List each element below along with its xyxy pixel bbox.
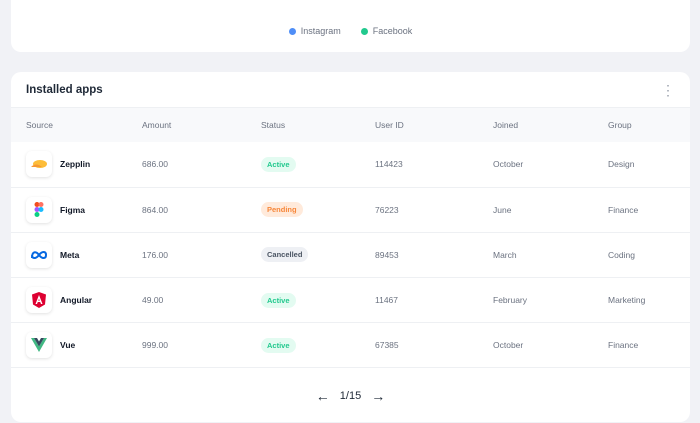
legend-instagram[interactable]: Instagram: [288, 26, 341, 36]
installed-apps-card: Installed apps ⋮ Source Amount Status User …: [11, 72, 690, 422]
source-name: Meta: [60, 249, 80, 260]
apps-table: Source Amount Status User ID Joined Group Zep…: [11, 108, 690, 369]
source-cell: Angular: [11, 277, 142, 324]
page-indicator: 1/15: [339, 390, 362, 402]
table-row[interactable]: Angular 49.00 Active 11467 February Mark…: [11, 277, 690, 324]
figma-logo-icon: [26, 196, 52, 223]
pagination: ← 1/15 →: [11, 388, 690, 404]
angular-logo-icon: [26, 287, 52, 314]
column-header[interactable]: Source: [11, 108, 142, 142]
amount-cell: 999.00: [142, 322, 261, 369]
source-name: Angular: [60, 295, 93, 306]
amount-cell: 176.00: [142, 232, 261, 279]
zeplin-logo-icon: [26, 151, 52, 178]
column-header[interactable]: Status: [261, 108, 375, 142]
chart-legend: Instagram Facebook: [11, 26, 690, 36]
joined-cell: October: [493, 142, 608, 188]
status-cell: Active: [261, 322, 375, 369]
source-cell: Zepplin: [11, 142, 142, 188]
joined-cell: October: [493, 322, 608, 369]
group-cell: Design: [608, 142, 690, 188]
table-row[interactable]: Meta 176.00 Cancelled 89453 March Coding: [11, 232, 690, 279]
card-title: Installed apps: [26, 83, 103, 96]
status-cell: Cancelled: [261, 232, 375, 279]
amount-cell: 864.00: [142, 187, 261, 233]
table-row[interactable]: Zepplin 686.00 Active 114423 October Des…: [11, 142, 690, 188]
joined-cell: February: [493, 277, 608, 324]
arrow-right-icon[interactable]: →: [371, 388, 386, 404]
x-tick-label: Wed: [363, 0, 379, 1]
kebab-icon[interactable]: ⋮: [661, 81, 675, 98]
joined-cell: June: [493, 187, 608, 233]
source-cell: Vue: [11, 322, 142, 369]
table-row[interactable]: Figma 864.00 Pending 76223 June Finance: [11, 187, 690, 233]
source-name: Zepplin: [60, 159, 91, 170]
legend-label: Facebook: [372, 26, 413, 36]
x-tick-label: Fri: [569, 0, 578, 1]
legend-label: Instagram: [300, 26, 341, 36]
column-header[interactable]: Joined: [493, 108, 608, 142]
vue-logo-icon: [26, 332, 52, 359]
chart-card: Sun Mon Tue Wed Thu Fri Sat Instagram Facebook: [11, 0, 690, 52]
x-tick-label: Thu: [467, 0, 481, 1]
instagram-dot-icon: [288, 27, 296, 35]
source-name: Vue: [60, 340, 76, 351]
status-badge: Active: [261, 292, 296, 308]
status-badge: Cancelled: [261, 247, 309, 263]
group-cell: Marketing: [608, 277, 690, 324]
source-cell: Meta: [11, 232, 142, 279]
status-cell: Active: [261, 277, 375, 324]
column-header[interactable]: Amount: [142, 108, 261, 142]
joined-cell: March: [493, 232, 608, 279]
facebook-dot-icon: [360, 27, 368, 35]
amount-cell: 49.00: [142, 277, 261, 324]
x-tick-label: Sat: [667, 0, 679, 1]
user-id-cell: 76223: [375, 187, 493, 233]
arrow-left-icon[interactable]: ←: [315, 388, 330, 404]
group-cell: Finance: [608, 322, 690, 369]
column-header[interactable]: User ID: [375, 108, 493, 142]
x-tick-label: Mon: [158, 0, 174, 1]
user-id-cell: 114423: [375, 142, 493, 188]
group-cell: Coding: [608, 232, 690, 279]
meta-logo-icon: [26, 241, 52, 268]
source-name: Figma: [60, 204, 86, 215]
source-cell: Figma: [11, 187, 142, 233]
legend-facebook[interactable]: Facebook: [360, 26, 413, 36]
user-id-cell: 89453: [375, 232, 493, 279]
x-tick-label: Tue: [261, 0, 275, 1]
status-badge: Pending: [261, 202, 303, 218]
status-cell: Active: [261, 142, 375, 188]
group-cell: Finance: [608, 187, 690, 233]
amount-cell: 686.00: [142, 142, 261, 188]
x-tick-label: Sun: [56, 0, 70, 1]
status-badge: Active: [261, 156, 296, 172]
status-badge: Active: [261, 337, 296, 353]
user-id-cell: 67385: [375, 322, 493, 369]
table-row[interactable]: Vue 999.00 Active 67385 October Finance: [11, 322, 690, 369]
column-header[interactable]: Group: [608, 108, 690, 142]
status-cell: Pending: [261, 187, 375, 233]
user-id-cell: 11467: [375, 277, 493, 324]
